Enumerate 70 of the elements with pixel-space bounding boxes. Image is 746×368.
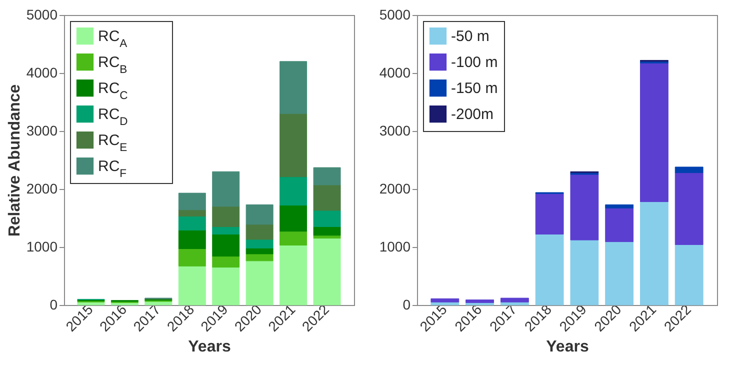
bar	[178, 192, 206, 210]
bar	[178, 230, 206, 249]
bar	[178, 266, 206, 306]
bar	[535, 193, 564, 234]
bar	[674, 166, 704, 174]
y-tick-label: 1000	[379, 238, 411, 254]
x-axis-title: Years	[546, 338, 589, 356]
bar	[674, 172, 704, 245]
y-tick-label: 0	[402, 296, 411, 312]
bar	[430, 298, 460, 302]
bar	[605, 208, 634, 242]
bar	[313, 210, 341, 227]
bar	[212, 206, 240, 227]
bar	[570, 240, 599, 306]
legend-label: RC$_{A}$	[98, 28, 128, 50]
bar	[313, 226, 341, 236]
bar	[640, 202, 668, 306]
y-tick-label: 2000	[26, 180, 58, 196]
y-tick-label: 5000	[379, 6, 411, 22]
bar	[466, 300, 494, 303]
y-tick-label: 4000	[379, 64, 411, 80]
bar	[246, 248, 274, 254]
bar	[313, 184, 341, 211]
legend-label: RC$_{B}$	[98, 54, 128, 76]
bar	[674, 244, 704, 306]
bar	[280, 245, 308, 306]
bar	[570, 174, 599, 240]
legend-label: -150 m	[451, 80, 498, 97]
y-tick-label: 1000	[26, 238, 58, 254]
y-tick-label: 4000	[26, 64, 58, 80]
y-tick-label: 3000	[26, 122, 58, 138]
y-tick-label: 3000	[379, 122, 411, 138]
bar	[280, 61, 308, 114]
legend-label: RC$_{E}$	[98, 132, 128, 154]
bar	[212, 226, 240, 234]
bar	[313, 235, 341, 239]
bar	[280, 204, 308, 232]
bar	[280, 113, 308, 178]
bar	[212, 267, 240, 306]
bar	[535, 234, 564, 306]
bar	[500, 298, 529, 302]
legend-label: RC$_{D}$	[98, 106, 128, 128]
bar	[212, 171, 240, 207]
bar	[280, 231, 308, 246]
bar	[178, 216, 206, 230]
legend-label: -50 m	[451, 28, 490, 45]
y-tick-label: 5000	[26, 6, 58, 22]
bar	[280, 176, 308, 206]
bar	[212, 256, 240, 268]
bar	[246, 204, 274, 225]
bar	[178, 210, 206, 217]
bar	[212, 234, 240, 257]
x-axis-title: Years	[188, 338, 231, 356]
legend-label: RC$_{F}$	[98, 158, 127, 180]
bar	[313, 238, 341, 306]
y-axis-title: Relative Abundance	[6, 84, 24, 237]
bar	[246, 260, 274, 306]
bar	[605, 204, 634, 208]
bar	[640, 62, 668, 202]
y-tick-label: 0	[50, 296, 58, 312]
y-tick-label: 2000	[379, 180, 411, 196]
bar	[77, 302, 105, 306]
bar	[605, 242, 634, 306]
legend-label: -100 m	[451, 54, 498, 71]
legend-label: RC$_{C}$	[98, 80, 128, 102]
legend-label: -200m	[451, 106, 494, 123]
bar	[246, 224, 274, 240]
bar	[313, 167, 341, 186]
bar	[246, 239, 274, 248]
bar	[178, 248, 206, 266]
